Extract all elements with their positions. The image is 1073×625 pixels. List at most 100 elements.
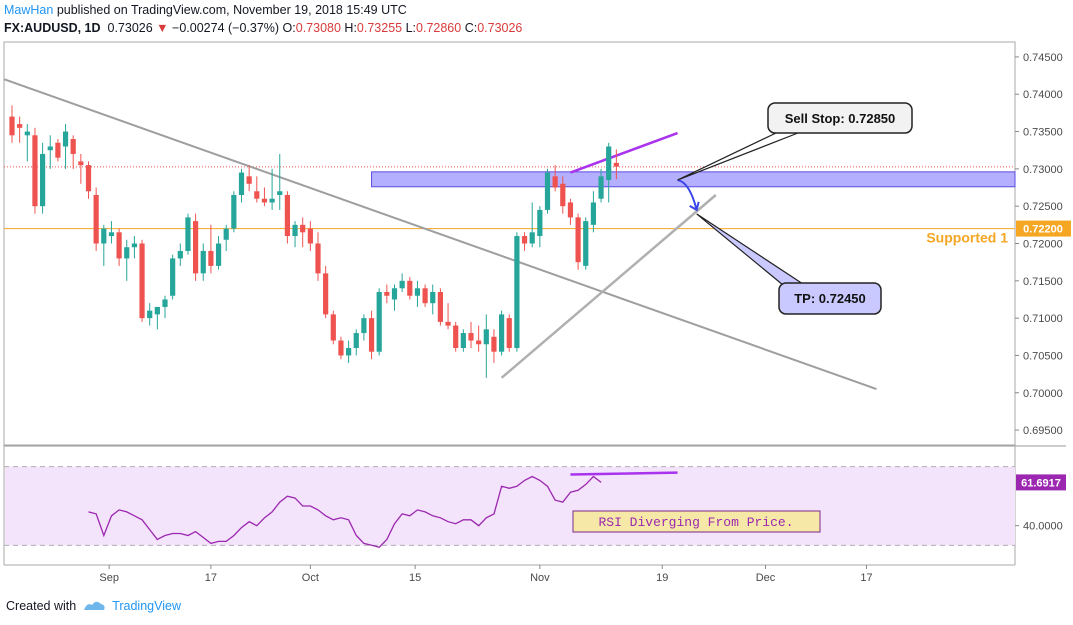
candle-body — [62, 131, 69, 147]
candle — [24, 124, 30, 162]
candle-body — [154, 306, 160, 315]
down-arrow-icon: ▼ — [156, 21, 169, 35]
candle-body — [529, 232, 535, 244]
candle-body — [101, 228, 107, 244]
rsi-note-label: RSI Diverging From Price. — [598, 515, 793, 530]
candle-body — [537, 209, 543, 237]
y-tick-label: 0.73000 — [1023, 164, 1063, 176]
candle — [300, 217, 306, 248]
x-tick-label: Sep — [99, 572, 119, 584]
candle — [231, 191, 237, 233]
tp-callout-pointer — [696, 213, 804, 286]
tp-callout — [778, 282, 882, 315]
support-label: Supported 1 — [926, 230, 1008, 246]
candle — [537, 206, 543, 248]
trendline-up — [500, 194, 717, 379]
candle — [544, 168, 551, 214]
sell-stop-callout-pointer — [677, 132, 799, 181]
candle — [246, 165, 252, 192]
x-tick-label: Nov — [530, 572, 550, 584]
candle — [261, 187, 268, 207]
rsi-divergence-line — [570, 471, 678, 476]
candle — [185, 213, 191, 255]
candle — [193, 213, 199, 281]
candle — [17, 116, 23, 143]
candle-body — [9, 116, 15, 136]
candle-body — [598, 176, 604, 199]
low-label: L: — [405, 21, 417, 35]
rsi-line — [88, 475, 602, 549]
candle — [521, 232, 528, 251]
candle-body — [521, 236, 528, 244]
candle — [606, 142, 612, 203]
candle-body — [185, 217, 191, 251]
candle-body — [346, 347, 352, 356]
close-value: 0.73026 — [477, 21, 523, 35]
candle-body — [93, 194, 99, 244]
candle — [445, 303, 451, 330]
rsi-band — [5, 466, 1015, 546]
candle — [116, 228, 122, 266]
candle-body — [131, 243, 137, 248]
candle — [391, 284, 398, 311]
candle-body — [85, 165, 92, 192]
candle-body — [170, 258, 176, 296]
candle-body — [583, 221, 589, 266]
candle-body — [613, 162, 619, 167]
candle — [330, 310, 336, 345]
candle — [269, 168, 275, 210]
candle-body — [292, 224, 298, 237]
y-tick-label: 0.71000 — [1023, 313, 1063, 325]
rsi-last-badge-text: 61.6917 — [1021, 477, 1061, 489]
symbol: FX:AUDUSD, 1D — [4, 21, 101, 35]
candle-body — [430, 292, 436, 304]
candle — [124, 239, 130, 281]
candle — [162, 295, 168, 319]
candle — [430, 284, 436, 315]
candle — [567, 198, 574, 225]
candle — [62, 124, 69, 169]
candle — [560, 176, 566, 214]
candle-body — [483, 329, 489, 345]
y-tick-label: 0.74500 — [1023, 52, 1063, 64]
candle-body — [177, 250, 183, 259]
y-tick-label: 0.71500 — [1023, 276, 1063, 288]
candle — [315, 232, 321, 281]
candle-body — [491, 336, 497, 352]
support-price-badge-text: 0.72200 — [1023, 224, 1063, 236]
y-tick-label: 0.69500 — [1023, 425, 1063, 437]
sell-stop-arrow — [677, 179, 698, 211]
candle-body — [376, 292, 382, 352]
candle-body — [40, 153, 46, 207]
candle-body — [47, 146, 53, 151]
candle — [353, 329, 359, 356]
tradingview-logo-icon — [84, 601, 105, 610]
x-tick-label: Oct — [302, 572, 319, 584]
trendline-down — [4, 78, 877, 390]
candle — [78, 153, 84, 184]
candle — [453, 321, 459, 352]
candle — [506, 314, 512, 352]
tradingview-brand[interactable]: TradingView — [112, 599, 181, 613]
candle — [346, 340, 352, 363]
author-name[interactable]: MawHan — [4, 3, 54, 17]
candle-body — [208, 250, 214, 266]
candle-body — [261, 198, 268, 203]
sell-stop-label: Sell Stop: 0.72850 — [785, 111, 896, 126]
candle — [575, 213, 581, 270]
candle — [529, 202, 535, 248]
candle — [131, 236, 137, 259]
rsi-last-badge — [1016, 474, 1066, 491]
candle — [284, 191, 290, 244]
candle-body — [437, 292, 443, 322]
candle-body — [300, 224, 306, 233]
x-tick-label: 17 — [860, 572, 872, 584]
candle-body — [330, 314, 336, 341]
candle-body — [560, 183, 566, 207]
high-value: 0.73255 — [356, 21, 403, 35]
candle-body — [307, 228, 313, 244]
support-price-badge — [1016, 220, 1071, 237]
candle-body — [514, 236, 520, 348]
candle — [292, 221, 298, 248]
